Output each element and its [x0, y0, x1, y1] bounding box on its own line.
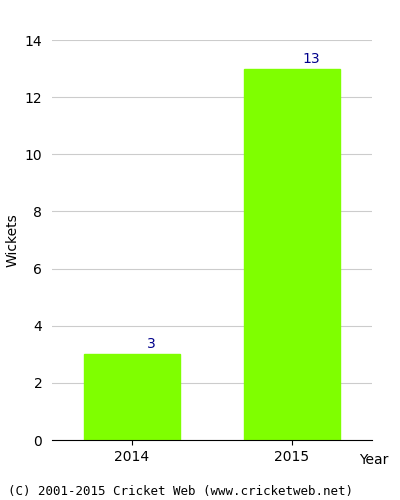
Bar: [244, 68, 340, 440]
Text: (C) 2001-2015 Cricket Web (www.cricketweb.net): (C) 2001-2015 Cricket Web (www.cricketwe…: [8, 484, 353, 498]
Text: 3: 3: [147, 338, 156, 351]
Y-axis label: Wickets: Wickets: [5, 213, 19, 267]
Bar: [84, 354, 180, 440]
Text: 13: 13: [302, 52, 320, 66]
Text: Year: Year: [359, 452, 388, 466]
